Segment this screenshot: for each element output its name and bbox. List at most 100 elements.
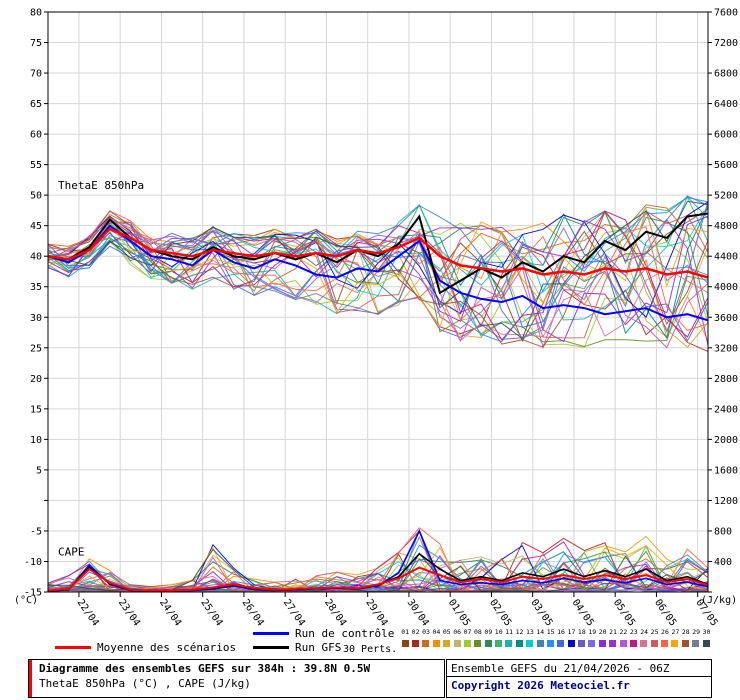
member-swatch (515, 640, 523, 647)
right-tick-label: 800 (714, 526, 732, 537)
member-numbers-row: 01 02 03 04 05 06 07 08 09 10 11 12 13 14 15 16 17 18 19 20… (400, 628, 712, 636)
member-number: 04 (432, 628, 441, 636)
member-thetae-line (47, 232, 709, 348)
x-tick-label: 27/04 (281, 597, 307, 628)
run-info: Ensemble GEFS du 21/04/2026 - 06Z (447, 660, 711, 677)
red-accent-bar (29, 660, 32, 697)
right-tick-label: 2400 (714, 404, 738, 415)
member-number: 13 (525, 628, 534, 636)
member-thetae-line (47, 201, 709, 340)
cape-annotation: CAPE (58, 545, 85, 558)
left-tick-label: 65 (30, 99, 42, 110)
member-swatch (505, 640, 513, 647)
left-tick-label: 5 (36, 465, 42, 476)
left-tick-label: 20 (30, 374, 42, 385)
right-tick-label: 2800 (714, 374, 738, 385)
control-line-sample (253, 632, 289, 635)
right-tick-label: 2000 (714, 435, 738, 446)
right-tick-label: 7600 (714, 8, 738, 19)
right-tick-label: 6400 (714, 99, 738, 110)
member-thetae-line (47, 209, 709, 329)
member-swatch (495, 640, 503, 647)
left-tick-label: 70 (30, 69, 42, 80)
copyright[interactable]: Copyright 2026 Meteociel.fr (451, 679, 630, 692)
x-tick-label: 22/04 (74, 597, 100, 628)
member-thetae-line (47, 219, 709, 346)
member-number: 14 (536, 628, 545, 636)
member-number: 05 (442, 628, 451, 636)
member-number: 10 (494, 628, 503, 636)
left-tick-label: 60 (30, 130, 42, 141)
member-number: 11 (505, 628, 514, 636)
member-number: 25 (650, 628, 659, 636)
member-swatch (681, 640, 689, 647)
member-swatch (671, 640, 679, 647)
member-swatch (557, 640, 565, 647)
member-swatch (443, 640, 451, 647)
member-number: 17 (567, 628, 576, 636)
left-tick-label: 10 (30, 435, 42, 446)
left-tick-label: 75 (30, 38, 42, 49)
chart-title: Diagramme des ensembles GEFS sur 384h : … (39, 662, 371, 675)
member-swatch (422, 640, 430, 647)
member-cape-line (47, 527, 709, 593)
member-swatch (546, 640, 554, 647)
x-tick-label: 01/05 (446, 597, 472, 628)
control-thetae-line (47, 224, 709, 322)
mean-line-sample (55, 646, 91, 649)
member-number: 28 (681, 628, 690, 636)
member-swatch (588, 640, 596, 647)
right-tick-label: 4000 (714, 282, 738, 293)
x-tick-label: 28/04 (322, 597, 348, 628)
member-swatch (474, 640, 482, 647)
member-number: 20 (598, 628, 607, 636)
left-tick-label: 30 (30, 313, 42, 324)
member-number: 27 (671, 628, 680, 636)
member-swatch (432, 640, 440, 647)
member-number: 23 (629, 628, 638, 636)
x-tick-label: 04/05 (569, 597, 595, 628)
member-number: 02 (411, 628, 420, 636)
member-swatches-row (400, 640, 712, 647)
right-tick-label: 1600 (714, 465, 738, 476)
right-tick-label: 1200 (714, 496, 738, 507)
member-number: 06 (453, 628, 462, 636)
gfs-legend-label: Run GFS (295, 641, 342, 654)
member-swatch (536, 640, 544, 647)
member-number: 16 (557, 628, 565, 636)
member-swatch (640, 640, 648, 647)
member-swatch (463, 640, 471, 647)
member-number: 30 (702, 628, 711, 636)
control-legend-label: Run de contrôle (295, 627, 395, 640)
member-number: 01 (401, 628, 410, 636)
x-tick-label: 02/05 (487, 597, 513, 628)
x-tick-label: 24/04 (157, 597, 183, 628)
member-swatch (702, 640, 710, 647)
right-tick-label: 5200 (714, 191, 738, 202)
right-tick-label: 3200 (714, 343, 738, 354)
right-tick-label: 5600 (714, 160, 738, 171)
right-tick-label: 6800 (714, 69, 738, 80)
left-tick-label: 40 (30, 252, 42, 263)
member-swatch (598, 640, 606, 647)
member-thetae-line (47, 211, 709, 339)
member-cape-line (47, 559, 709, 593)
member-thetae-line (47, 210, 709, 339)
left-tick-label: -10 (24, 557, 42, 568)
x-tick-label: 03/05 (528, 597, 554, 628)
member-swatch (578, 640, 586, 647)
member-number: 26 (661, 628, 669, 636)
member-thetae-line (47, 196, 709, 338)
right-tick-label: 4400 (714, 252, 738, 263)
member-swatch (661, 640, 669, 647)
x-tick-label: 23/04 (116, 597, 142, 628)
perts-count-label: 30 Perts. (343, 644, 398, 655)
chart-subtitle: ThetaE 850hPa (°C) , CAPE (J/kg) (39, 677, 251, 690)
x-tick-label: 05/05 (611, 597, 637, 628)
member-swatch (567, 640, 575, 647)
x-tick-label: 30/04 (404, 597, 430, 628)
left-tick-label: 15 (30, 404, 42, 415)
member-number: 03 (422, 628, 430, 636)
right-tick-label: 3600 (714, 313, 738, 324)
